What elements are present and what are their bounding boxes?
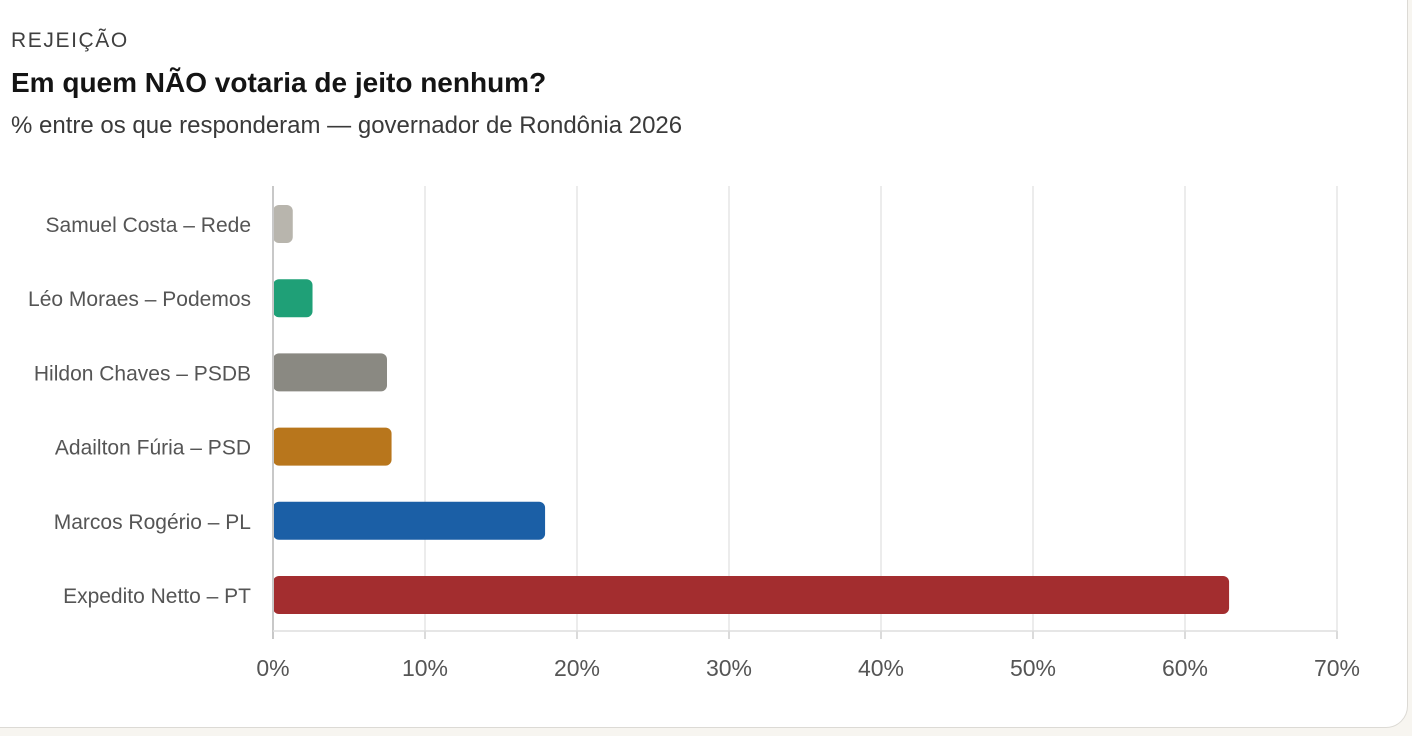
- bar: [273, 427, 392, 466]
- category-label: Hildon Chaves – PSDB: [34, 362, 251, 385]
- bar: [273, 353, 387, 392]
- category-label: Marcos Rogério – PL: [54, 511, 251, 534]
- axes: [272, 186, 1338, 639]
- x-tick-label: 10%: [402, 655, 448, 681]
- gridlines: [424, 186, 1338, 631]
- x-tick-label: 40%: [858, 655, 904, 681]
- x-tick-label: 20%: [554, 655, 600, 681]
- chart-title: Em quem NÃO votaria de jeito nenhum?: [11, 67, 547, 98]
- bar: [273, 205, 293, 243]
- x-tick-label: 60%: [1162, 655, 1208, 681]
- bar: [273, 279, 313, 318]
- category-label: Samuel Costa – Rede: [46, 214, 251, 237]
- bar: [273, 576, 1230, 614]
- chart-subtitle: % entre os que responderam — governador …: [11, 112, 683, 139]
- bars: [273, 205, 1230, 614]
- category-label: Léo Moraes – Podemos: [28, 288, 251, 311]
- x-tick-label: 70%: [1314, 655, 1360, 681]
- x-tick-label: 0%: [256, 655, 289, 681]
- x-tick-label: 50%: [1010, 655, 1056, 681]
- x-tick-labels: 0% 10% 20% 30% 40% 50% 60% 70%: [256, 655, 1360, 681]
- category-label: Expedito Netto – PT: [63, 585, 251, 608]
- category-labels: Samuel Costa – Rede Léo Moraes – Podemos H…: [28, 214, 251, 608]
- category-label: Adailton Fúria – PSD: [55, 437, 251, 460]
- bar: [273, 501, 546, 540]
- eyebrow-label: REJEIÇÃO: [11, 29, 129, 52]
- x-tick-label: 30%: [706, 655, 752, 681]
